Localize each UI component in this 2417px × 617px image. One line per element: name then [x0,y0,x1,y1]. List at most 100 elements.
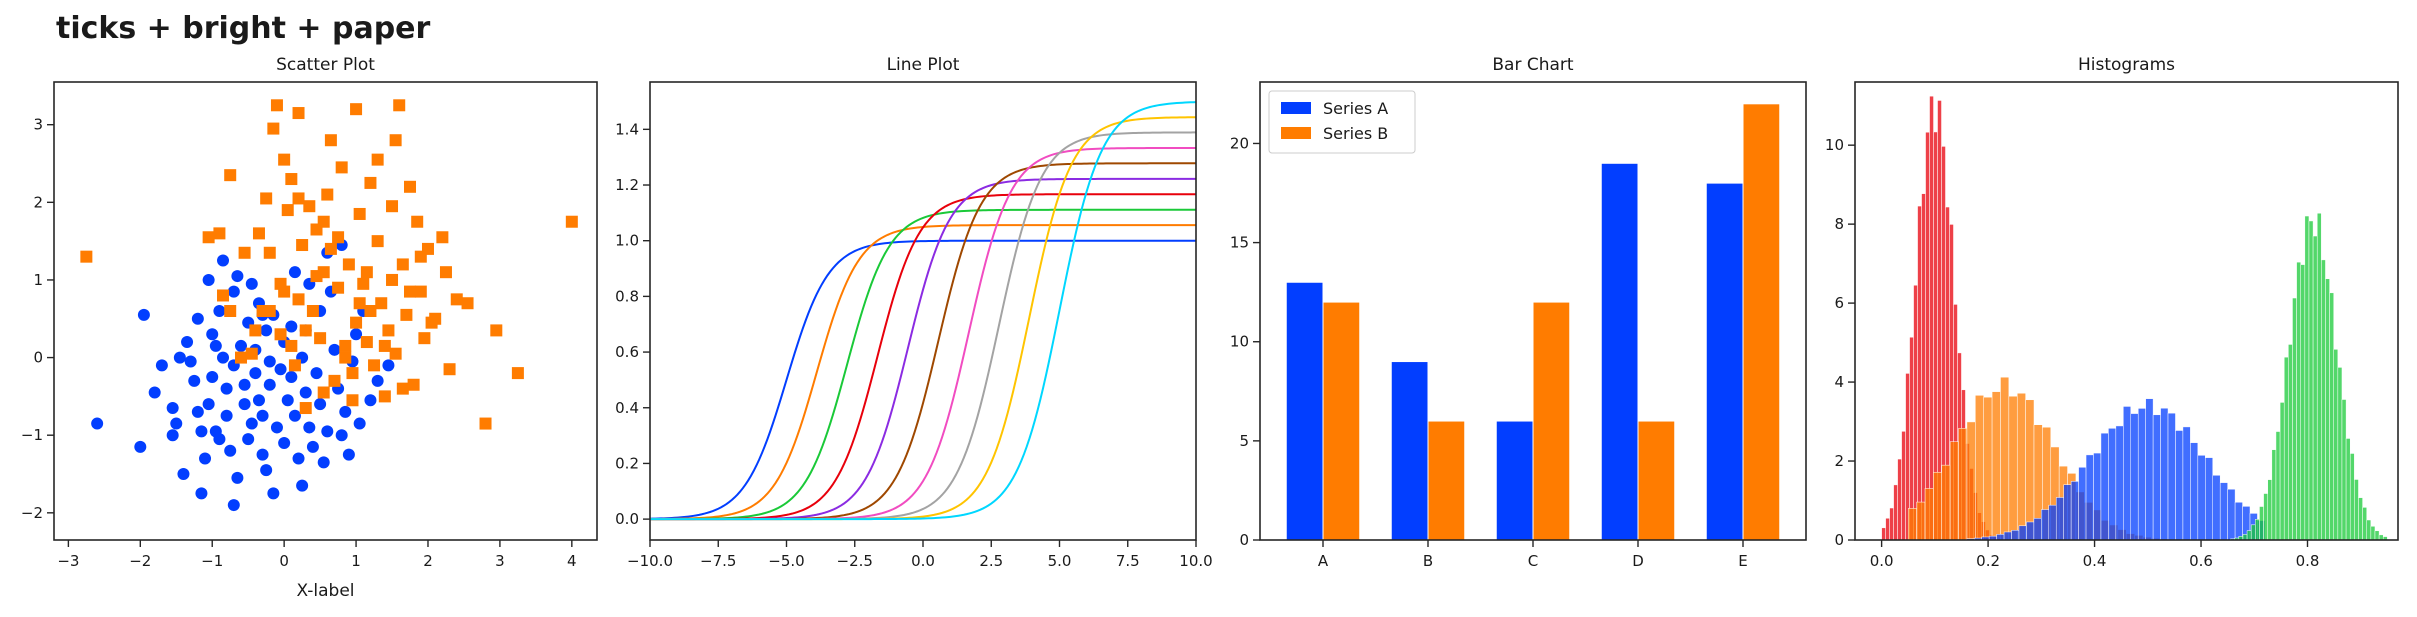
scatter-point-square [249,324,262,337]
histogram-bar-2 [2182,426,2191,541]
scatter-point-square [353,297,366,310]
histogram-bar-2 [2234,502,2243,541]
scatter-point-square [328,374,341,387]
scatter-point-square [461,297,474,310]
scatter-point-square [292,107,305,120]
scatter-plot-ytick-label: −2 [21,504,43,522]
histogram-bar-3 [2246,530,2252,541]
histograms-ytick-label: 4 [1834,373,1844,391]
scatter-point-circle [166,429,179,442]
scatter-point-circle [184,355,197,368]
scatter-point-circle [328,343,341,356]
line-plot-ytick-label: 1.4 [615,120,639,138]
scatter-point-circle [220,382,233,395]
scatter-point-square [479,417,492,430]
scatter-point-circle [91,417,104,430]
scatter-plot-ytick-label: 0 [33,349,43,367]
bar-chart-title: Bar Chart [1492,55,1574,75]
scatter-point-square [386,200,399,213]
scatter-point-square [346,394,359,407]
scatter-point-circle [353,417,366,430]
scatter-point-circle [213,433,226,446]
scatter-point-circle [191,405,204,418]
scatter-point-circle [231,270,244,283]
line-plot-xtick-label: 2.5 [979,552,1003,570]
line-plot-xtick-label: −7.5 [700,552,736,570]
histogram-bar-3 [2296,261,2301,541]
scatter-point-square [332,231,345,244]
bar-series-a [1390,361,1429,541]
histogram-bar-1 [1907,508,1917,541]
line-plot-ytick-label: 0.6 [615,343,639,361]
histograms-ytick-label: 8 [1834,215,1844,233]
scatter-point-square [263,305,276,317]
bar-series-b [1637,420,1676,541]
scatter-point-square [314,332,327,345]
histogram-bar-3 [2337,367,2343,541]
scatter-point-square [202,231,215,244]
scatter-point-circle [188,374,201,387]
histogram-bar-1 [1941,464,1951,541]
scatter-point-square [252,227,265,240]
histogram-bar-0 [1881,527,1886,541]
histogram-bar-0 [1929,95,1934,541]
scatter-point-square [411,215,424,228]
histogram-bar-3 [2279,402,2285,541]
histograms-ytick-label: 6 [1834,294,1844,312]
scatter-point-circle [281,394,294,407]
bar-series-b [1322,301,1361,541]
bar-chart-ytick-label: 20 [1230,134,1249,152]
histogram-bar-0 [1885,518,1890,541]
histogram-bar-3 [2312,235,2318,541]
histograms-xtick-label: 0.6 [2189,552,2213,570]
scatter-point-square [443,363,456,376]
scatter-point-square [321,188,334,201]
bar-series-b [1427,420,1466,541]
histogram-bar-3 [2345,438,2351,541]
scatter-point-square [335,161,348,174]
scatter-point-circle [148,386,161,399]
line-series-1 [650,224,1196,521]
scatter-point-circle [278,436,291,449]
histograms-xtick-label: 0.8 [2296,552,2320,570]
scatter-point-square [389,347,402,360]
scatter-point-circle [199,452,212,465]
scatter-point-square [393,99,406,112]
histogram-bar-3 [2354,479,2359,541]
bar-chart-xtick-label: B [1423,552,1433,570]
scatter-point-square [339,351,352,364]
line-plot-ytick-label: 0.4 [615,399,639,417]
line-series-4 [650,177,1196,521]
scatter-point-circle [299,386,312,399]
legend-label-series-a: Series A [1323,99,1388,118]
scatter-point-circle [202,273,215,286]
scatter-point-square [296,239,309,252]
histogram-bar-1 [1991,391,2001,541]
histograms-ytick-label: 2 [1834,452,1844,470]
scatter-plot-xtick-label: −1 [201,552,223,570]
scatter-point-square [396,382,409,395]
scatter-point-square [364,305,377,317]
histogram-bar-3 [2358,497,2363,541]
histogram-bar-3 [2271,449,2277,541]
histogram-bar-1 [1966,421,1976,541]
scatter-point-square [317,386,330,399]
scatter-point-square [378,390,391,403]
histogram-bar-3 [2349,453,2355,541]
histogram-bar-2 [2085,454,2094,541]
histograms-frame [1854,81,2399,541]
histogram-bar-1 [2008,395,2018,541]
scatter-point-circle [234,339,247,352]
line-series-8 [650,116,1196,521]
line-series-0 [650,239,1196,520]
scatter-point-square [357,277,370,290]
scatter-point-square [288,359,301,372]
scatter-point-square [80,250,93,263]
scatter-point-square [378,339,391,352]
scatter-point-square [565,215,578,228]
histogram-bar-0 [1913,284,1918,541]
scatter-plot-xtick-label: −2 [129,552,151,570]
scatter-point-circle [209,339,222,352]
line-plot-title: Line Plot [887,55,960,75]
histograms-ytick-label: 0 [1834,531,1844,549]
